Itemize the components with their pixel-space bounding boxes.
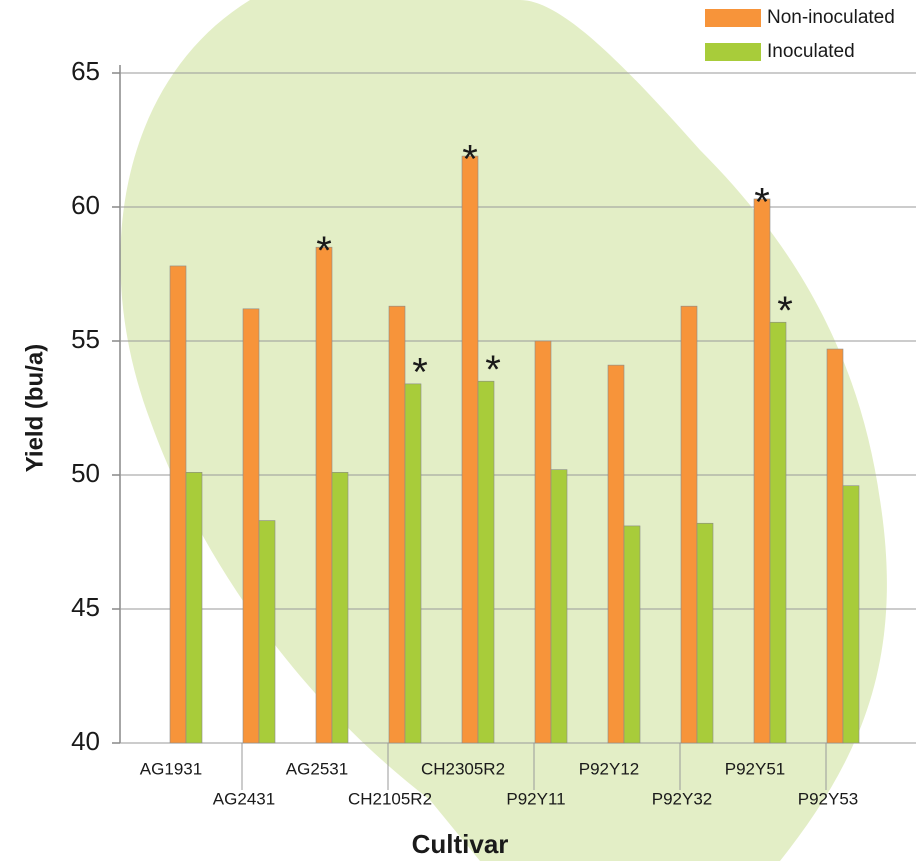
x-tick-label: AG2531 (286, 759, 348, 778)
bar (170, 266, 186, 743)
page: Yield (bu/a) Cultivar 40 45 50 55 60 65 AG1931… (0, 0, 916, 861)
bar (243, 309, 259, 743)
significance-marker: * (754, 181, 770, 225)
x-axis-label: Cultivar (412, 829, 509, 859)
bar (259, 521, 275, 743)
x-tick-label: P92Y32 (652, 789, 713, 808)
significance-marker: * (462, 138, 478, 182)
y-tick-label: 60 (71, 190, 100, 220)
legend-swatch (705, 43, 761, 61)
bar (827, 349, 843, 743)
bar (405, 384, 421, 743)
x-tick-label: P92Y53 (798, 789, 859, 808)
bar (478, 381, 494, 743)
chart: Yield (bu/a) Cultivar 40 45 50 55 60 65 AG1931… (0, 0, 916, 861)
bar (389, 306, 405, 743)
x-tick-label: CH2105R2 (348, 789, 432, 808)
bar (843, 486, 859, 743)
y-tick-label: 65 (71, 56, 100, 86)
x-tick-label: CH2305R2 (421, 759, 505, 778)
significance-marker: * (412, 350, 428, 394)
y-tick-label: 55 (71, 324, 100, 354)
legend-label: Inoculated (767, 41, 855, 62)
y-tick-label: 50 (71, 458, 100, 488)
bar (186, 472, 202, 743)
significance-marker: * (485, 348, 501, 392)
bar (770, 322, 786, 743)
legend-swatch (705, 9, 761, 27)
bar (316, 247, 332, 743)
y-tick-label: 45 (71, 592, 100, 622)
legend-label: Non-inoculated (767, 7, 895, 28)
bar (754, 199, 770, 743)
x-tick-label: P92Y12 (579, 759, 640, 778)
bar (681, 306, 697, 743)
x-tick-label: AG2431 (213, 789, 275, 808)
bar (697, 523, 713, 743)
y-axis-label: Yield (bu/a) (21, 344, 48, 472)
bar (332, 472, 348, 743)
bar (535, 341, 551, 743)
significance-marker: * (777, 289, 793, 333)
x-tick-label: AG1931 (140, 759, 202, 778)
x-tick-label: P92Y51 (725, 759, 786, 778)
bar (551, 470, 567, 743)
bar (608, 365, 624, 743)
bar (462, 156, 478, 743)
significance-marker: * (316, 229, 332, 273)
bar (624, 526, 640, 743)
x-tick-label: P92Y11 (506, 789, 565, 808)
y-tick-label: 40 (71, 726, 100, 756)
